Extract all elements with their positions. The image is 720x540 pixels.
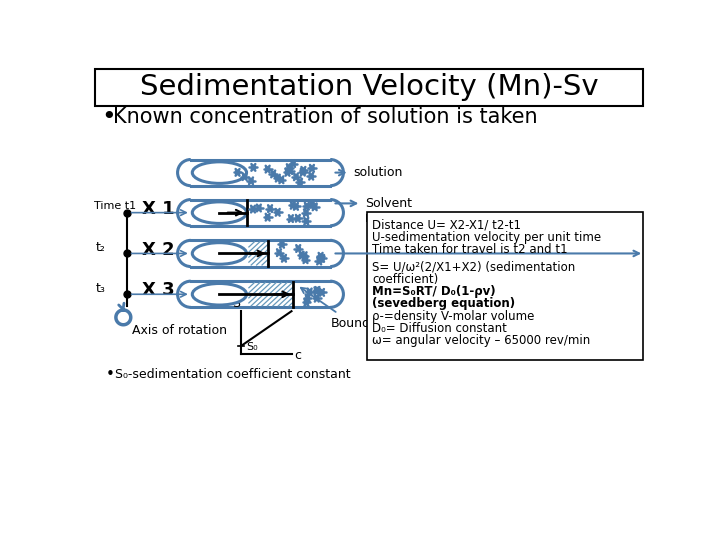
Text: c: c (294, 349, 302, 362)
Text: ω= angular velocity – 65000 rev/min: ω= angular velocity – 65000 rev/min (372, 334, 590, 347)
Bar (191, 200, 330, 226)
Text: Direction of the centrifugal force: Direction of the centrifugal force (365, 214, 547, 224)
Text: t₃: t₃ (96, 281, 106, 295)
Text: Known concentration of solution is taken: Known concentration of solution is taken (113, 107, 538, 127)
Text: S₀: S₀ (246, 342, 258, 352)
Text: S: S (233, 296, 240, 309)
Bar (191, 159, 330, 186)
Ellipse shape (192, 242, 246, 264)
Text: S= U/ω²(2/X1+X2) (sedimentation: S= U/ω²(2/X1+X2) (sedimentation (372, 260, 575, 273)
Ellipse shape (192, 162, 246, 184)
Ellipse shape (192, 284, 246, 305)
Text: t₂: t₂ (96, 241, 106, 254)
Text: Time taken for travel is t2 and t1: Time taken for travel is t2 and t1 (372, 244, 568, 256)
Bar (191, 240, 330, 267)
Text: coefficient): coefficient) (372, 273, 438, 286)
Text: D₀= Diffusion constant: D₀= Diffusion constant (372, 322, 507, 335)
Text: •: • (106, 367, 114, 382)
Text: solution: solution (354, 166, 403, 179)
Text: Solvent: Solvent (365, 197, 412, 210)
FancyBboxPatch shape (96, 69, 642, 106)
Text: X 1: X 1 (142, 200, 174, 218)
Text: U-sedimentation velocity per unit time: U-sedimentation velocity per unit time (372, 231, 601, 244)
FancyBboxPatch shape (366, 212, 644, 360)
Text: X 2: X 2 (142, 241, 174, 259)
Text: (sevedberg equation): (sevedberg equation) (372, 298, 516, 310)
Text: Axis of rotation: Axis of rotation (132, 324, 227, 337)
Text: Mn=S₀RT/ D₀(1-ρv): Mn=S₀RT/ D₀(1-ρv) (372, 285, 496, 298)
Ellipse shape (192, 202, 246, 224)
Bar (191, 281, 330, 307)
Text: X 3: X 3 (142, 281, 174, 299)
Text: Boundary: Boundary (330, 316, 390, 329)
Text: Distance U= X2-X1/ t2-t1: Distance U= X2-X1/ t2-t1 (372, 219, 521, 232)
Text: S₀-sedimentation coefficient constant: S₀-sedimentation coefficient constant (114, 368, 351, 381)
Text: •: • (101, 105, 116, 129)
Text: Time t1: Time t1 (94, 201, 136, 212)
Text: ρ-=density V-molar volume: ρ-=density V-molar volume (372, 309, 534, 323)
Text: Sedimentation Velocity (Mn)-Sv: Sedimentation Velocity (Mn)-Sv (140, 73, 598, 101)
